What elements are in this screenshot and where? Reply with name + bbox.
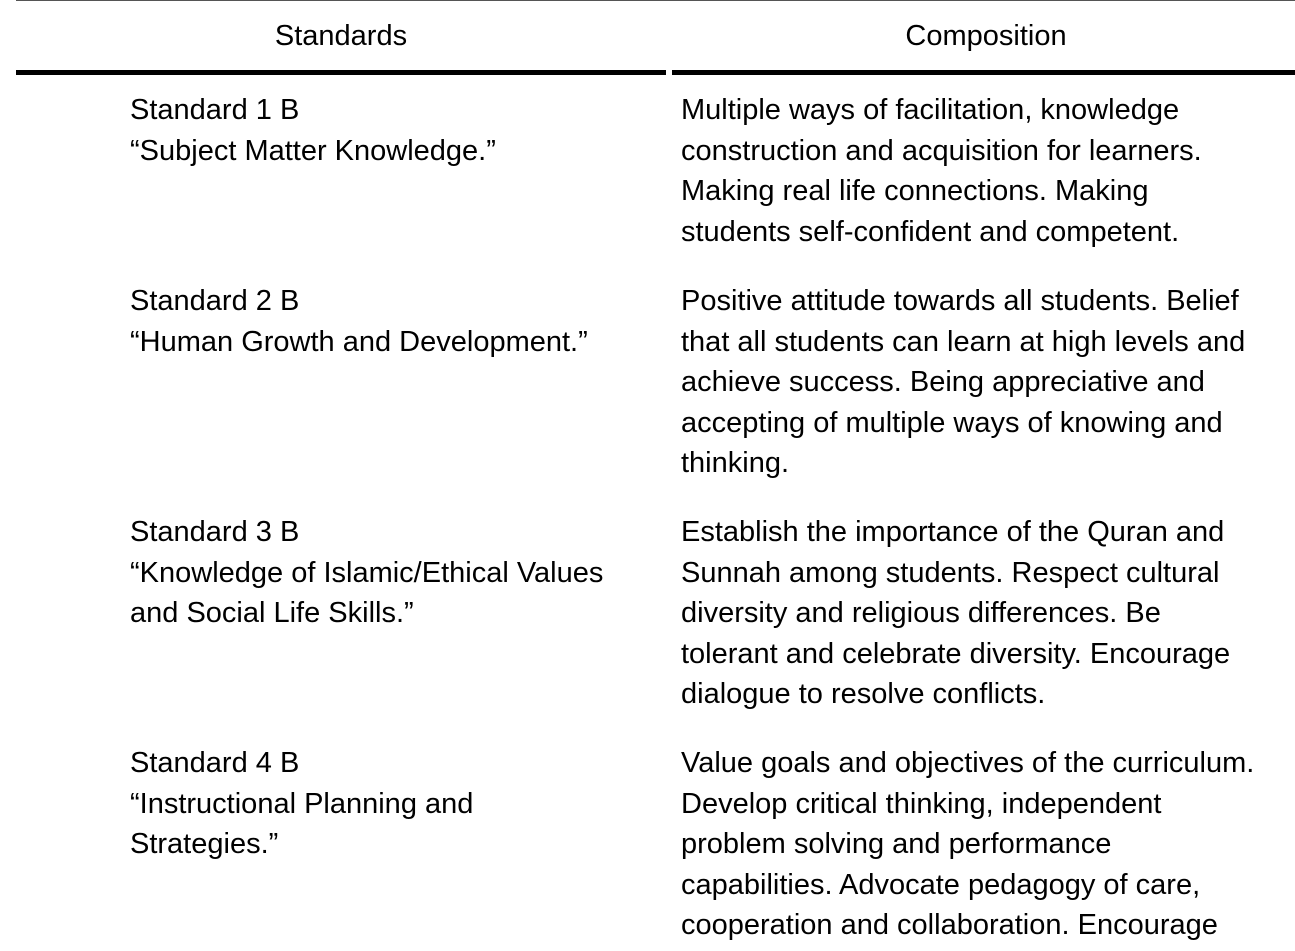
composition-line: tolerant and celebrate diversity. Encour… (681, 637, 1231, 670)
composition-line: Sunnah among students. Respect cultural (681, 556, 1220, 589)
standard-cell: Standard 1 B “Subject Matter Knowledge.” (130, 90, 660, 171)
composition-line: construction and acquisition for learner… (681, 134, 1202, 167)
composition-line: Value goals and objectives of the curric… (681, 747, 1255, 779)
composition-line: accepting of multiple ways of knowing an… (681, 406, 1223, 439)
standard-line: Standard 2 B (130, 285, 300, 317)
composition-line: Develop critical thinking, independent (681, 787, 1162, 820)
composition-line: cooperation and collaboration. Encourage (681, 909, 1218, 942)
standard-line: and Social Life Skills.” (130, 597, 414, 630)
standard-line: “Knowledge of Islamic/Ethical Values (130, 556, 604, 589)
standard-cell: Standard 4 B “Instructional Planning and… (130, 743, 660, 865)
composition-line: dialogue to resolve conflicts. (681, 678, 1046, 711)
composition-line: problem solving and performance (681, 828, 1112, 861)
composition-line: Multiple ways of facilitation, knowledge (681, 94, 1180, 126)
composition-line: diversity and religious differences. Be (681, 597, 1161, 630)
composition-line: Positive attitude towards all students. … (681, 285, 1239, 317)
composition-cell: Multiple ways of facilitation, knowledge… (681, 90, 1295, 252)
composition-cell: Positive attitude towards all students. … (681, 281, 1295, 484)
composition-line: students self-confident and competent. (681, 215, 1180, 248)
standard-line: “Instructional Planning and (130, 787, 474, 820)
header-composition: Composition (905, 20, 1067, 52)
composition-cell: Value goals and objectives of the curric… (681, 743, 1295, 946)
standard-line: Standard 4 B (130, 747, 300, 779)
composition-cell: Establish the importance of the Quran an… (681, 512, 1295, 715)
header-standards: Standards (274, 20, 408, 52)
standard-cell: Standard 3 B “Knowledge of Islamic/Ethic… (130, 512, 660, 634)
header-rule-right (672, 70, 1295, 75)
standard-line: “Subject Matter Knowledge.” (130, 134, 496, 167)
composition-line: achieve success. Being appreciative and (681, 366, 1205, 399)
standard-line: “Human Growth and Development.” (130, 325, 588, 358)
composition-line: Making real life connections. Making (681, 175, 1149, 208)
standards-table: Standards Composition Standard 1 B “Subj… (16, 0, 1295, 951)
standard-line: Standard 3 B (130, 516, 300, 548)
header-rule-left (16, 70, 666, 75)
composition-line: capabilities. Advocate pedagogy of care, (681, 868, 1201, 901)
standard-cell: Standard 2 B “Human Growth and Developme… (130, 281, 660, 362)
standard-line: Standard 1 B (130, 94, 300, 126)
standard-line: Strategies.” (130, 828, 279, 861)
table-top-rule (16, 0, 1295, 1)
composition-line: that all students can learn at high leve… (681, 325, 1246, 358)
composition-line: thinking. (681, 447, 790, 480)
composition-line: Establish the importance of the Quran an… (681, 516, 1225, 548)
